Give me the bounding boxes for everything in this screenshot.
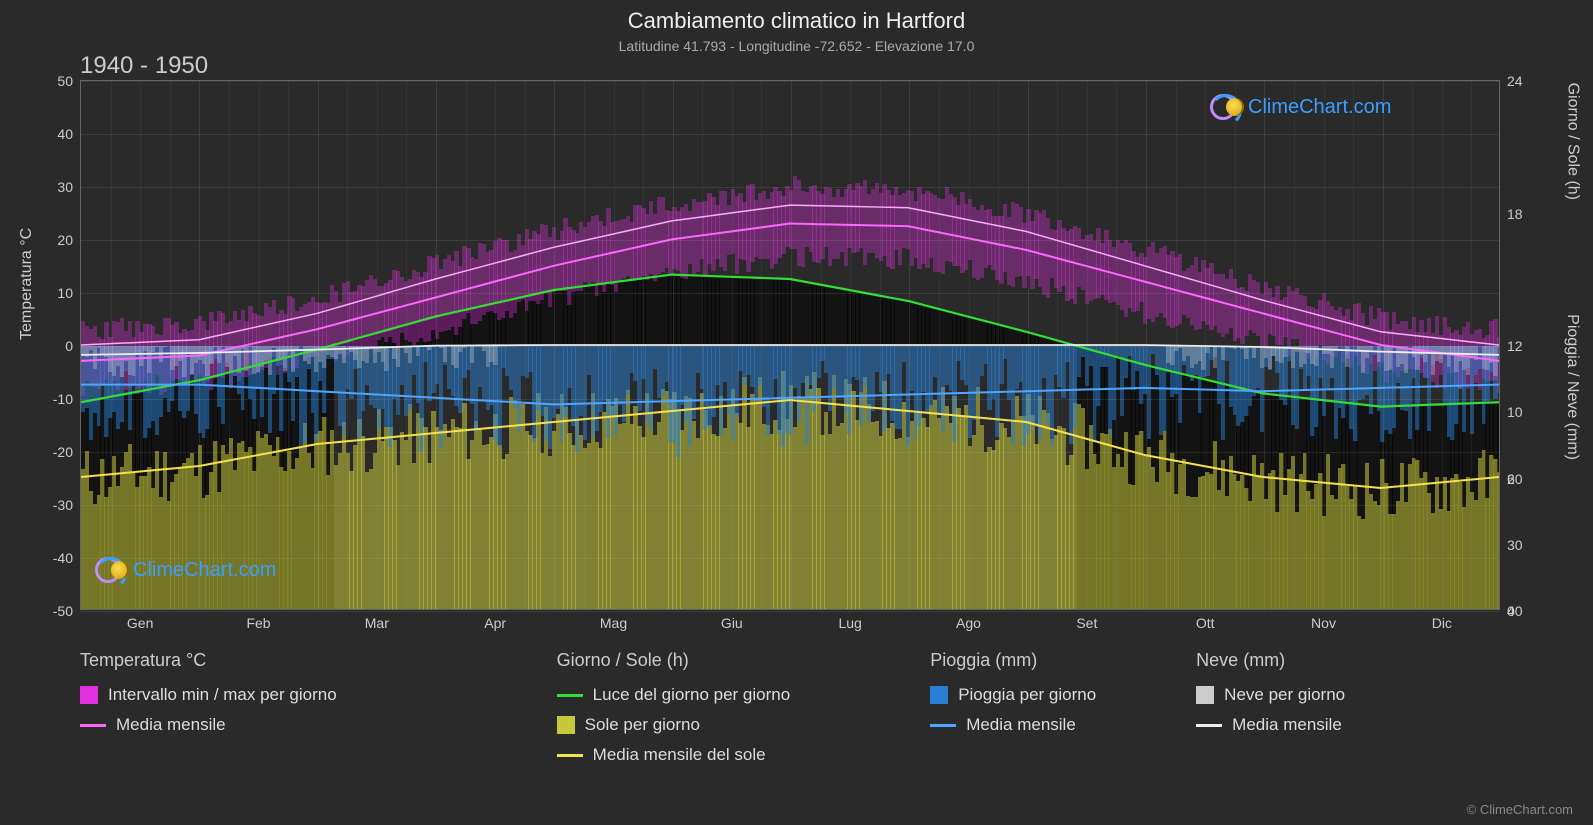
right-bottom-tick: 20 [1499, 471, 1523, 487]
watermark-bottom: ClimeChart.com [95, 555, 276, 585]
legend-temp-mean: Media mensile [116, 715, 226, 735]
temp-mean-swatch [80, 724, 106, 727]
legend-snow-mean: Media mensile [1232, 715, 1342, 735]
rain-mean-swatch [930, 724, 956, 727]
right-bottom-tick: 30 [1499, 537, 1523, 553]
month-tick: Apr [484, 609, 506, 631]
month-tick: Mag [600, 609, 627, 631]
legend-temp-header: Temperatura °C [80, 650, 337, 671]
right-top-tick: 18 [1499, 206, 1523, 222]
legend-snow-header: Neve (mm) [1196, 650, 1345, 671]
legend: Temperatura °C Intervallo min / max per … [80, 650, 1500, 765]
month-tick: Giu [721, 609, 743, 631]
legend-col-temp: Temperatura °C Intervallo min / max per … [80, 650, 337, 765]
left-tick: -40 [53, 550, 81, 566]
month-tick: Gen [127, 609, 153, 631]
legend-rain-header: Pioggia (mm) [930, 650, 1096, 671]
legend-temp-range: Intervallo min / max per giorno [108, 685, 337, 705]
year-range-label: 1940 - 1950 [80, 52, 208, 80]
chart-title: Cambiamento climatico in Hartford [0, 0, 1593, 34]
right-top-tick: 24 [1499, 73, 1523, 89]
daylight-swatch [557, 694, 583, 697]
legend-col-snow: Neve (mm) Neve per giorno Media mensile [1196, 650, 1345, 765]
rain-mean-line [81, 385, 1499, 405]
temp-upper-line [81, 205, 1499, 345]
month-tick: Dic [1432, 609, 1452, 631]
climechart-logo-icon [95, 555, 125, 585]
snow-swatch [1196, 686, 1214, 704]
chart-subtitle: Latitudine 41.793 - Longitudine -72.652 … [0, 34, 1593, 54]
month-tick: Nov [1311, 609, 1336, 631]
month-tick: Feb [246, 609, 270, 631]
snow-mean-swatch [1196, 724, 1222, 727]
left-tick: 30 [57, 179, 81, 195]
month-tick: Ago [956, 609, 981, 631]
sun-mean-line [81, 400, 1499, 488]
legend-col-rain: Pioggia (mm) Pioggia per giorno Media me… [930, 650, 1096, 765]
month-tick: Set [1076, 609, 1097, 631]
left-tick: 50 [57, 73, 81, 89]
month-tick: Mar [365, 609, 389, 631]
chart-container: Cambiamento climatico in Hartford Latitu… [0, 0, 1593, 825]
copyright-text: © ClimeChart.com [1467, 802, 1573, 817]
legend-day-header: Giorno / Sole (h) [557, 650, 791, 671]
rain-swatch [930, 686, 948, 704]
legend-rain-mean: Media mensile [966, 715, 1076, 735]
watermark-text: ClimeChart.com [1248, 96, 1391, 119]
sun-mean-swatch [557, 754, 583, 757]
watermark-top: ClimeChart.com [1210, 92, 1391, 122]
climechart-logo-icon [1210, 92, 1240, 122]
legend-sun-mean: Media mensile del sole [593, 745, 766, 765]
month-tick: Lug [838, 609, 861, 631]
legend-rain-day: Pioggia per giorno [958, 685, 1096, 705]
left-tick: -20 [53, 444, 81, 460]
watermark-text: ClimeChart.com [133, 559, 276, 582]
left-tick: 10 [57, 285, 81, 301]
right-top-tick: 12 [1499, 338, 1523, 354]
temp-range-swatch [80, 686, 98, 704]
left-tick: -50 [53, 603, 81, 619]
right-bottom-tick: 40 [1499, 603, 1523, 619]
y-axis-right-top-label: Giorno / Sole (h) [1563, 83, 1581, 200]
y-axis-right-bottom-label: Pioggia / Neve (mm) [1563, 314, 1581, 460]
y-axis-left-label: Temperatura °C [18, 228, 36, 340]
legend-snow-day: Neve per giorno [1224, 685, 1345, 705]
sun-swatch [557, 716, 575, 734]
plot-area: -50-40-30-20-100102030405006121824102030… [80, 80, 1500, 610]
legend-daylight: Luce del giorno per giorno [593, 685, 791, 705]
lines-layer [81, 81, 1499, 609]
legend-col-day: Giorno / Sole (h) Luce del giorno per gi… [557, 650, 791, 765]
month-tick: Ott [1196, 609, 1215, 631]
legend-sun-day: Sole per giorno [585, 715, 700, 735]
right-bottom-tick: 10 [1499, 404, 1523, 420]
left-tick: 40 [57, 126, 81, 142]
daylight-line [81, 275, 1499, 407]
left-tick: 20 [57, 232, 81, 248]
left-tick: -10 [53, 391, 81, 407]
left-tick: -30 [53, 497, 81, 513]
left-tick: 0 [65, 338, 81, 354]
